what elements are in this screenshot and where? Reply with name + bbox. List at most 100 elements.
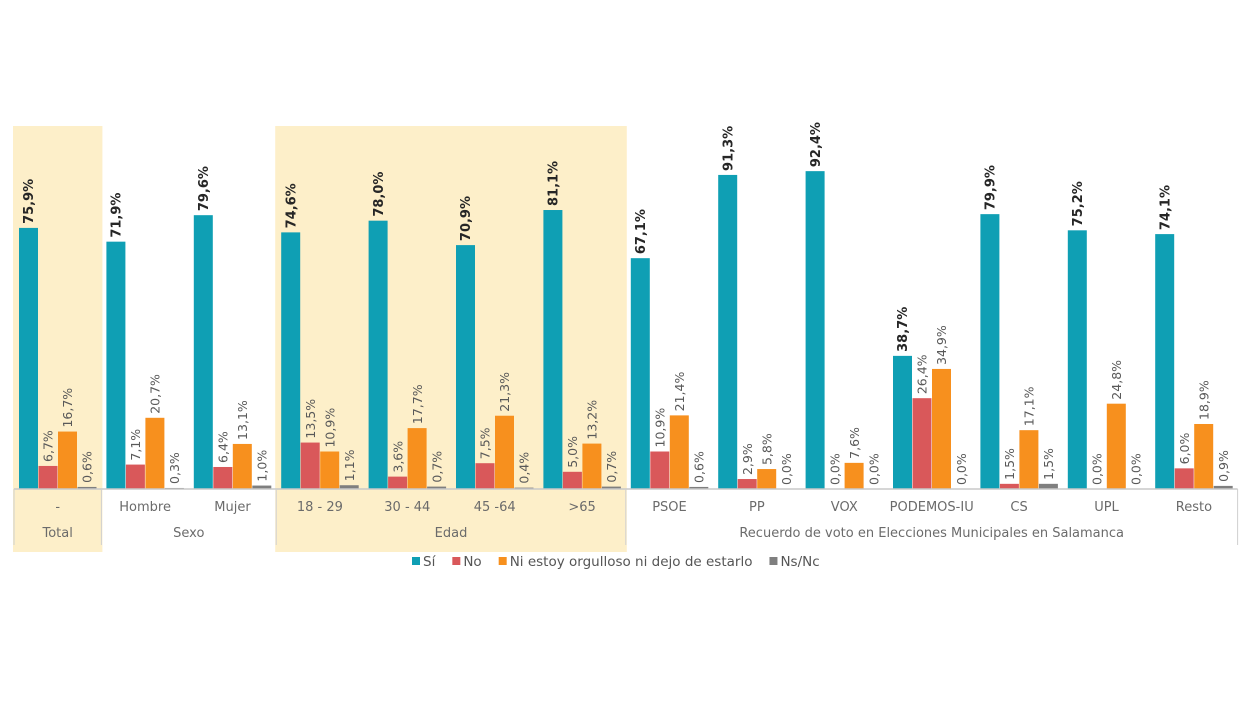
category-label: UPL (1094, 500, 1119, 515)
bar-2-9 (844, 462, 864, 489)
data-label: 1,0% (255, 450, 270, 482)
data-label: 81,1% (547, 161, 562, 206)
bar-1-5 (475, 463, 495, 489)
data-label: 1,5% (1002, 448, 1017, 480)
data-label: 0,6% (692, 451, 707, 483)
bar-3-11 (1038, 483, 1058, 489)
legend-label: Sí (423, 554, 437, 570)
bar-1-0 (38, 465, 58, 489)
data-label: 3,6% (390, 441, 405, 473)
bar-2-7 (669, 415, 689, 489)
data-label: 7,6% (847, 427, 862, 459)
data-label: 26,4% (915, 354, 930, 394)
bar-3-13 (1213, 485, 1233, 489)
category-label: Resto (1176, 500, 1212, 515)
legend-label: Ns/Nc (780, 554, 819, 570)
bar-3-3 (339, 485, 359, 489)
legend-swatch (452, 557, 461, 565)
data-label: 38,7% (896, 307, 911, 352)
legend-item: Sí (412, 554, 437, 570)
bar-0-11 (980, 214, 1000, 490)
data-label: 78,0% (372, 172, 387, 217)
legend-item: No (452, 554, 482, 570)
bar-2-3 (320, 451, 340, 489)
data-label: 6,4% (216, 431, 231, 463)
data-label: 71,9% (110, 193, 125, 238)
data-label: 18,9% (1196, 380, 1211, 420)
data-label: 0,3% (167, 452, 182, 484)
data-label: 21,3% (497, 372, 512, 412)
data-label: 0,7% (429, 451, 444, 483)
data-label: 10,9% (322, 408, 337, 448)
bar-2-10 (932, 368, 951, 489)
group-label: Sexo (173, 526, 204, 541)
bar-0-9 (805, 171, 825, 490)
data-label: 0,9% (1216, 450, 1231, 482)
group-label: Edad (435, 526, 468, 541)
bar-1-2 (213, 466, 233, 489)
data-label: 67,1% (634, 209, 649, 254)
bar-1-10 (912, 398, 932, 489)
legend-label: Ni estoy orgulloso ni dejo de estarlo (510, 554, 753, 570)
bar-2-1 (145, 417, 165, 489)
data-label: 10,9% (653, 408, 668, 448)
bar-1-1 (125, 464, 145, 489)
bar-1-3 (300, 442, 320, 489)
data-label: 79,6% (197, 166, 212, 211)
category-label: CS (1010, 500, 1027, 515)
data-label: 70,9% (459, 196, 474, 241)
category-label: 30 - 44 (384, 500, 430, 515)
bar-1-13 (1174, 468, 1194, 489)
category-label: 45 -64 (474, 500, 516, 515)
data-label: 0,4% (517, 452, 532, 484)
bar-1-4 (388, 476, 408, 489)
data-label: 13,1% (235, 400, 250, 440)
category-label: >65 (568, 500, 595, 515)
data-label: 0,7% (604, 451, 619, 483)
bar-2-8 (757, 469, 777, 489)
bar-3-7 (689, 486, 709, 489)
data-label: 13,2% (585, 400, 600, 440)
data-label: 75,9% (22, 179, 37, 224)
bar-0-4 (368, 220, 388, 489)
data-label: 0,0% (1129, 453, 1144, 485)
bar-1-6 (562, 471, 582, 489)
bar-0-0 (19, 227, 38, 490)
bar-1-8 (737, 479, 757, 489)
bar-2-0 (58, 431, 77, 489)
data-label: 24,8% (1109, 360, 1124, 400)
bar-0-6 (543, 210, 563, 490)
bar-0-2 (193, 215, 213, 489)
data-label: 0,0% (954, 453, 969, 485)
data-label: 0,0% (1090, 453, 1105, 485)
legend-item: Ni estoy orgulloso ni dejo de estarlo (498, 554, 753, 570)
data-label: 74,1% (1158, 185, 1173, 230)
legend-swatch (769, 557, 778, 565)
data-label: 75,2% (1071, 181, 1086, 226)
data-label: 5,0% (565, 436, 580, 468)
data-label: 5,8% (759, 433, 774, 465)
data-label: 20,7% (148, 374, 163, 414)
data-label: 6,7% (41, 430, 56, 462)
bar-0-1 (106, 241, 126, 489)
bar-1-11 (999, 483, 1019, 489)
data-label: 0,0% (779, 453, 794, 485)
legend-label: No (463, 554, 481, 570)
group-label: Recuerdo de voto en Elecciones Municipal… (739, 526, 1124, 541)
category-label: PSOE (652, 500, 687, 515)
bar-0-12 (1067, 230, 1087, 489)
bar-2-13 (1194, 423, 1214, 489)
bar-2-2 (232, 443, 252, 489)
category-label: PP (749, 500, 765, 515)
bar-2-5 (495, 415, 514, 489)
data-label: 2,9% (740, 443, 755, 475)
bar-0-8 (718, 174, 738, 490)
category-label: - (55, 500, 60, 515)
data-label: 17,1% (1022, 386, 1037, 426)
data-label: 0,6% (80, 451, 95, 483)
data-label: 74,6% (284, 183, 299, 228)
group-label: Total (42, 526, 73, 541)
bar-3-2 (252, 485, 272, 489)
legend-swatch (498, 557, 507, 565)
